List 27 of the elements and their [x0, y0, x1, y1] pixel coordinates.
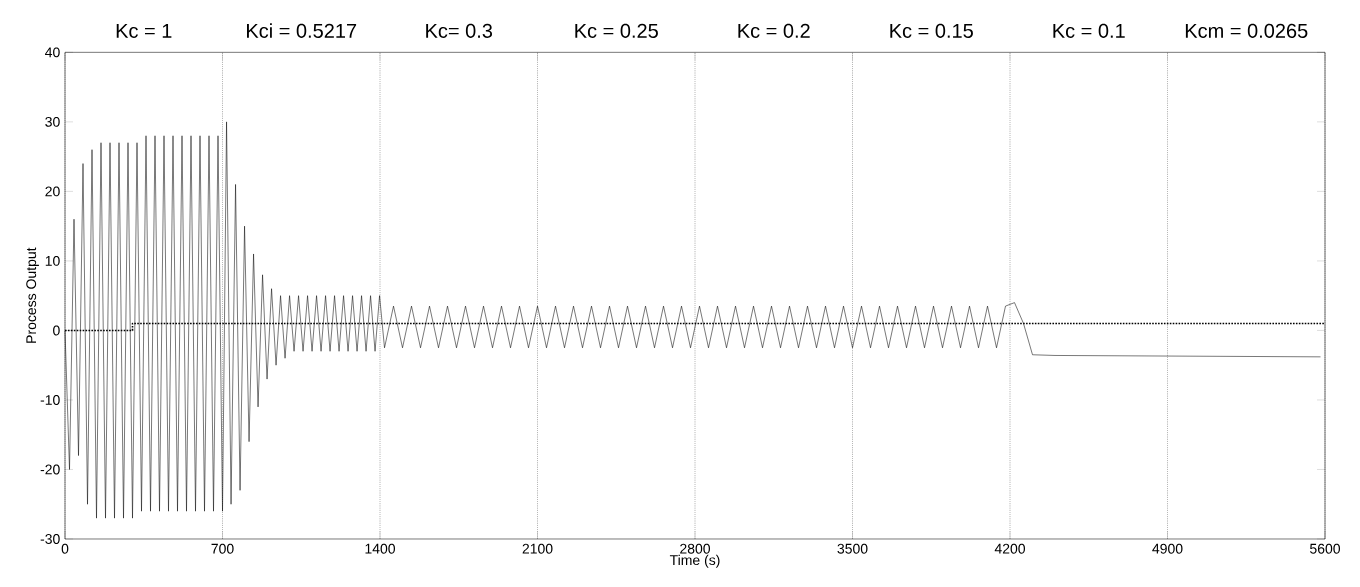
y-tick-label: 10 [45, 255, 60, 266]
y-tick-label: -30 [40, 534, 60, 544]
x-tick-label: 700 [211, 543, 234, 554]
y-tick-label: -20 [40, 464, 60, 475]
x-tick-label: 1400 [365, 543, 396, 554]
x-tick-label: 4200 [994, 543, 1026, 554]
x-tick-label: 2800 [680, 543, 711, 554]
x-axis-title: Time (s) [669, 554, 720, 568]
text: Kc= 0.3 [426, 23, 493, 38]
y-tick-label: 20 [45, 186, 60, 197]
x-tick-label: 2100 [522, 543, 553, 554]
text: Kc = 0.1 [1053, 23, 1125, 38]
y-tick-label: 30 [45, 116, 60, 127]
text: Kci = 0.5217 [247, 23, 357, 38]
x-tick-label: 0 [61, 543, 69, 554]
x-tick-label: 3500 [837, 543, 868, 554]
x-tick-label: 5600 [1310, 543, 1341, 554]
y-tick-label: -10 [40, 395, 60, 405]
text: Kcm = 0.0265 [1185, 23, 1308, 38]
y-tick-label: 40 [45, 47, 60, 58]
x-tick-label: 4900 [1152, 543, 1183, 554]
y-tick-label: 0 [53, 325, 60, 336]
text: Kc = 1 [116, 23, 172, 38]
text: Kc = 0.25 [575, 23, 658, 38]
y-axis-title: Process Output [26, 247, 39, 343]
text: Kc = 0.2 [738, 23, 810, 38]
text: Kc = 0.15 [890, 23, 973, 38]
